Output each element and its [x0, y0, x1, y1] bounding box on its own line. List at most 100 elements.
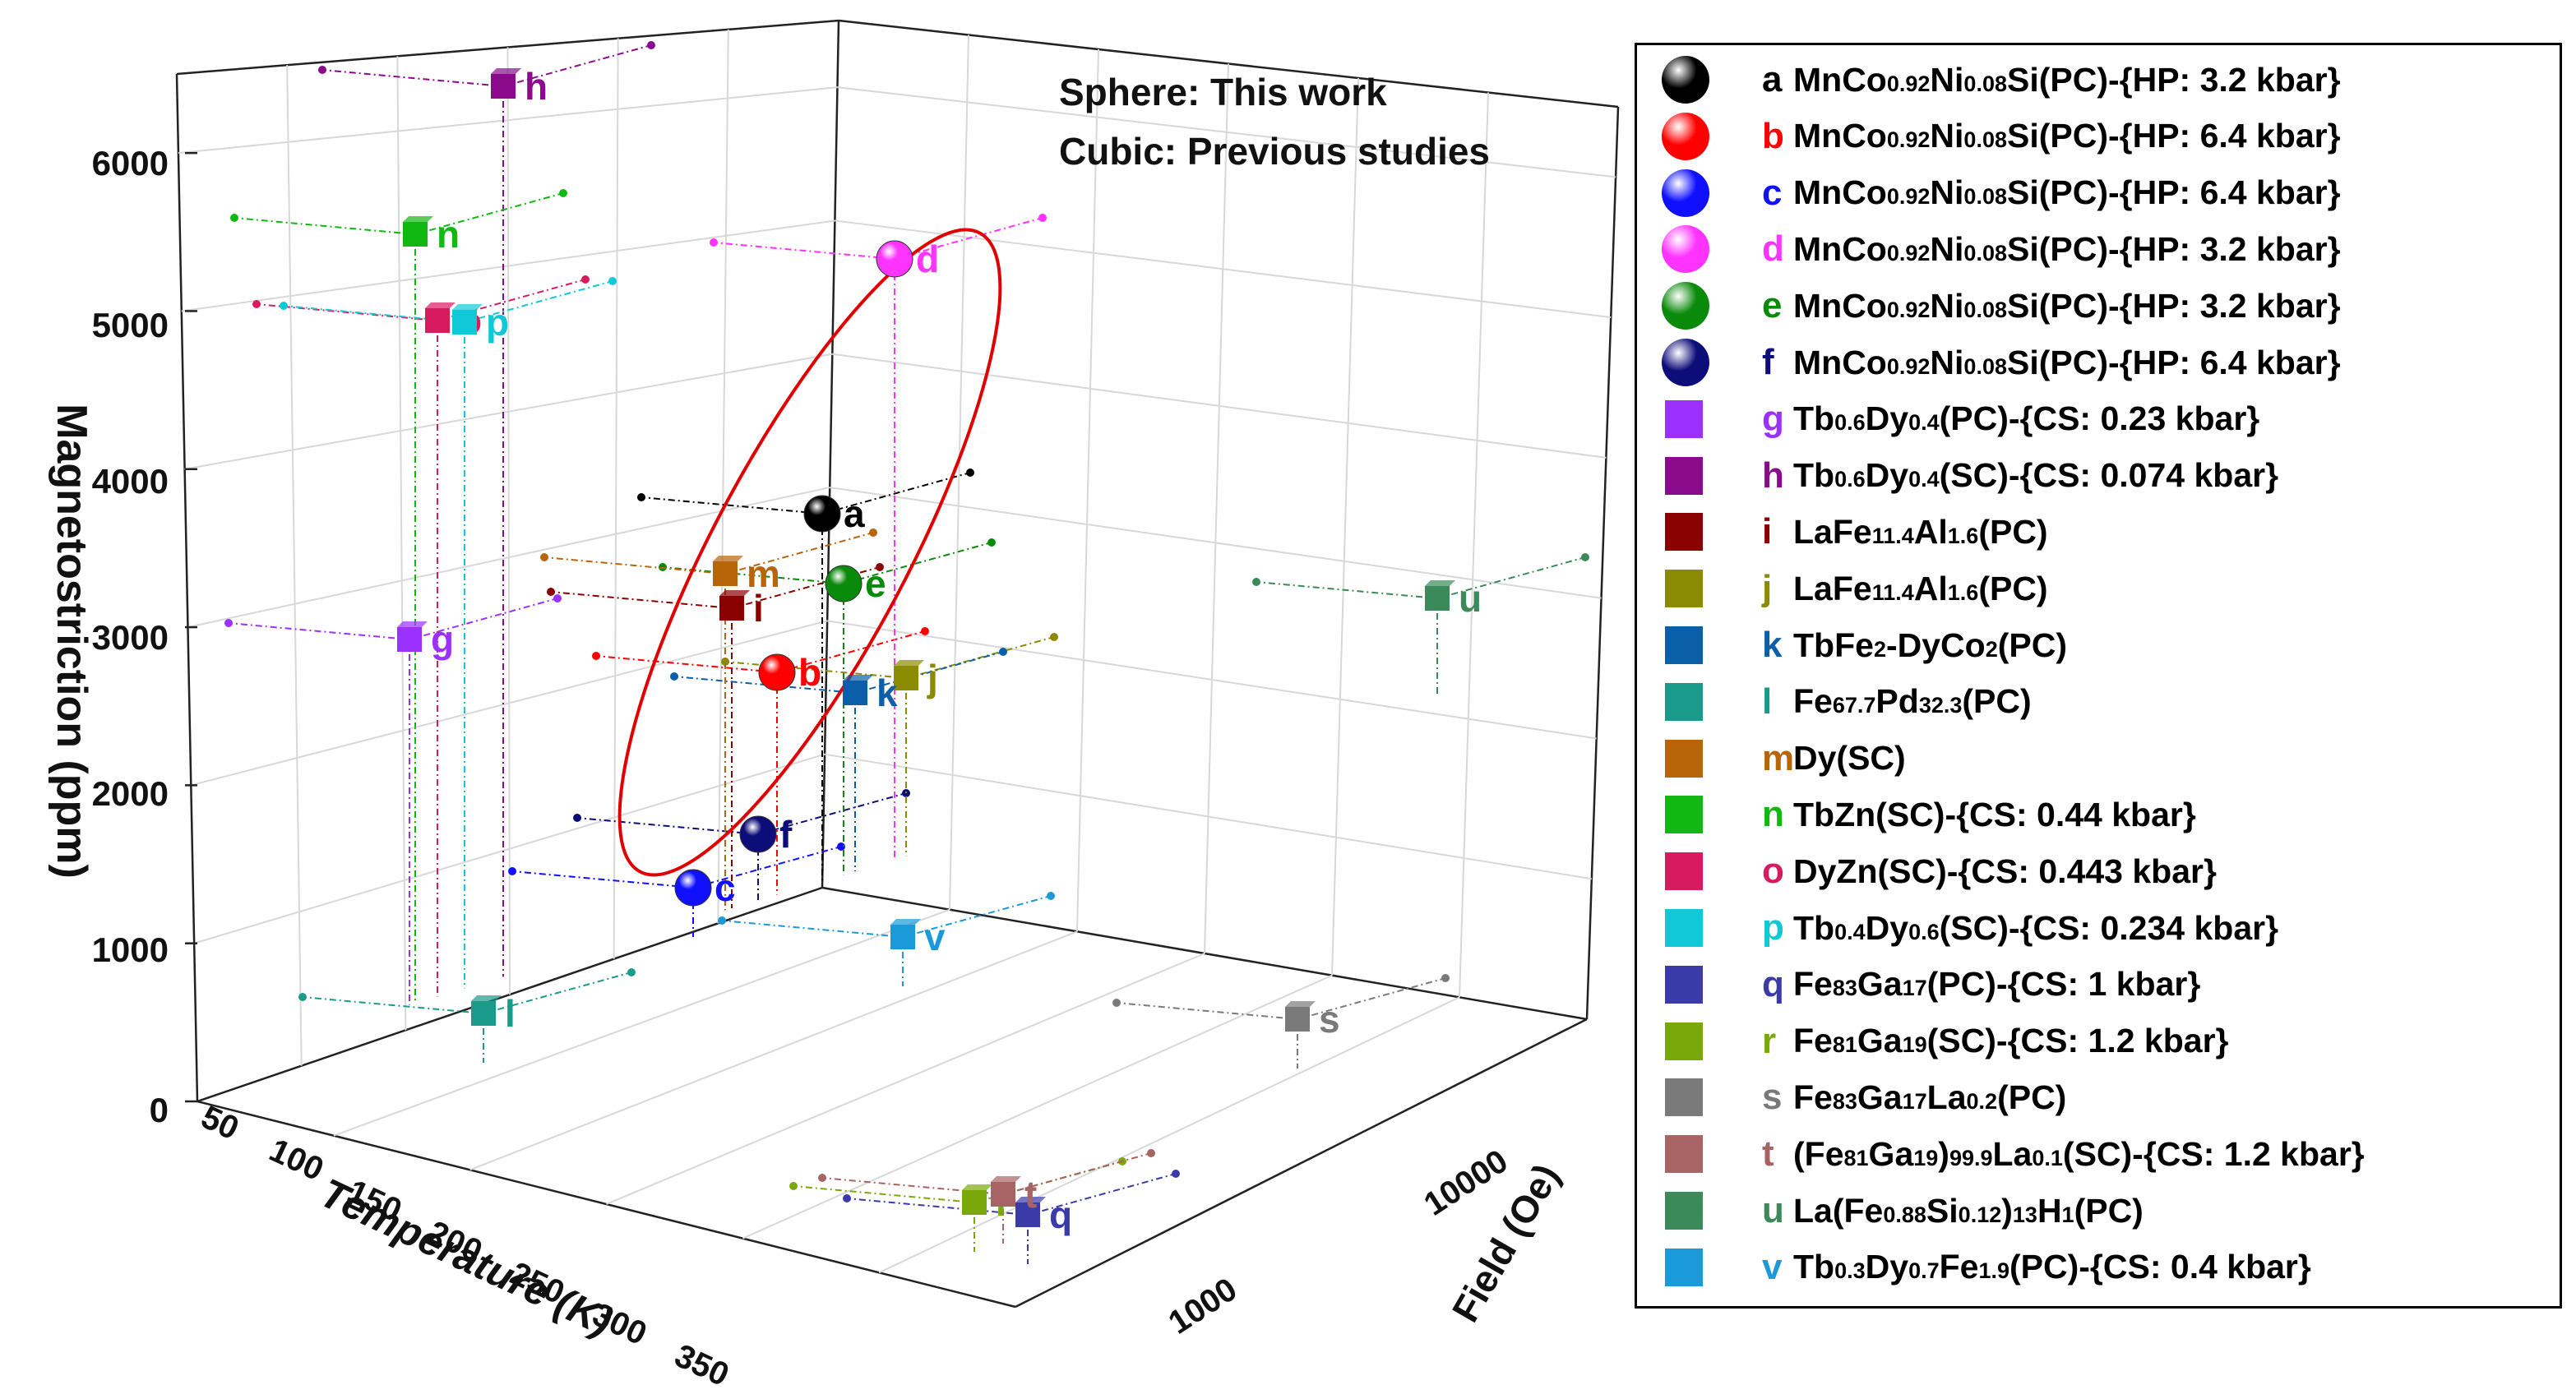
- projection-dot-e: [987, 538, 996, 547]
- legend-item-m: m Dy(SC): [1637, 731, 2564, 787]
- point-label-t: t: [1024, 1173, 1037, 1216]
- legend-label-u: La(Fe0.88Si0.12)13H1(PC): [1793, 1191, 2144, 1230]
- projection-line-s: [1116, 1002, 1298, 1020]
- projection-line-e: [843, 542, 992, 584]
- projection-dot-i: [876, 563, 884, 571]
- projection-dot-m: [540, 553, 548, 561]
- legend-letter-s: s: [1762, 1077, 1783, 1118]
- projection-dot-v: [1047, 892, 1055, 900]
- point-label-i: i: [753, 587, 764, 630]
- point-q: [1015, 1202, 1040, 1227]
- point-label-a: a: [844, 492, 865, 535]
- legend-label-q: Fe83Ga17(PC)-{CS: 1 kbar}: [1793, 965, 2201, 1004]
- legend-item-o: o DyZn(SC)-{CS: 0.443 kbar}: [1637, 843, 2564, 899]
- legend-item-v: v Tb0.3Dy0.7Fe1.9(PC)-{CS: 0.4 kbar}: [1637, 1239, 2564, 1295]
- point-q-top: [1015, 1197, 1046, 1202]
- projection-dot-a: [637, 493, 645, 501]
- point-t: [991, 1182, 1015, 1207]
- legend-letter-k: k: [1762, 625, 1783, 665]
- point-o: [425, 308, 450, 333]
- point-label-k: k: [876, 672, 898, 714]
- legend-marker-m: [1665, 739, 1703, 778]
- data-markers: abcdefghijklmnopqrstuv: [397, 65, 1482, 1236]
- legend-letter-g: g: [1762, 398, 1784, 439]
- z-tick-label: 1000: [92, 930, 169, 969]
- point-i-top: [719, 590, 750, 596]
- point-f: [739, 815, 777, 853]
- projection-dot-t: [818, 1174, 826, 1182]
- projection-dot-k: [670, 672, 678, 681]
- projection-dot-q: [843, 1194, 851, 1202]
- projection-dot-n: [559, 189, 567, 197]
- legend-letter-c: c: [1762, 172, 1783, 213]
- projection-dot-p: [280, 302, 288, 310]
- grid-line-back-vertical: [949, 35, 969, 910]
- grid-line-back-vertical: [1459, 92, 1489, 998]
- grid-line-floor: [878, 996, 1460, 1274]
- projection-line-d: [894, 217, 1043, 260]
- legend-label-c: MnCo0.92Ni0.08Si(PC)-{HP: 6.4 kbar}: [1793, 173, 2341, 212]
- projection-line-v: [902, 895, 1052, 938]
- point-k: [843, 681, 867, 705]
- point-p-top: [452, 304, 483, 310]
- box-edge: [175, 73, 199, 1102]
- point-j-top: [894, 660, 924, 666]
- projection-dot-a: [966, 469, 974, 477]
- legend-letter-n: n: [1762, 794, 1784, 835]
- projection-line-a: [821, 472, 971, 515]
- projection-line-b: [595, 655, 778, 673]
- point-d: [876, 240, 913, 278]
- x-tick-label: 100: [264, 1132, 329, 1188]
- grid-line-floor: [606, 953, 1205, 1205]
- point-g-top: [397, 621, 428, 627]
- projection-line-q: [846, 1198, 1029, 1216]
- projection-dot-g: [224, 619, 233, 627]
- legend-letter-f: f: [1762, 342, 1774, 382]
- legend-item-p: p Tb0.4Dy0.6(SC)-{CS: 0.234 kbar}: [1637, 900, 2564, 956]
- z-tick-label: 6000: [92, 144, 169, 182]
- grid-line-floor: [742, 974, 1333, 1239]
- highlight-ellipse-group: [617, 228, 1002, 877]
- legend: a MnCo0.92Ni0.08Si(PC)-{HP: 3.2 kbar} b MnC…: [1635, 43, 2562, 1309]
- point-u: [1425, 586, 1450, 611]
- z-tick-label: 4000: [92, 462, 169, 501]
- point-label-m: m: [747, 552, 780, 595]
- legend-label-b: MnCo0.92Ni0.08Si(PC)-{HP: 6.4 kbar}: [1793, 117, 2341, 155]
- projection-dot-l: [298, 993, 307, 1001]
- legend-item-t: t (Fe81Ga19)99.9La0.1(SC)-{CS: 1.2 kbar}: [1637, 1126, 2564, 1182]
- projection-line-r: [793, 1185, 975, 1203]
- grid: [178, 29, 1616, 1274]
- legend-item-a: a MnCo0.92Ni0.08Si(PC)-{HP: 3.2 kbar}: [1637, 52, 2564, 108]
- legend-item-n: n TbZn(SC)-{CS: 0.44 kbar}: [1637, 787, 2564, 842]
- projection-dot-c: [837, 842, 845, 851]
- legend-marker-l: [1665, 682, 1703, 721]
- grid-line-back-vertical: [1076, 48, 1099, 932]
- projection-dot-k: [999, 648, 1007, 656]
- legend-marker-s: [1665, 1078, 1703, 1117]
- projection-line-k: [854, 651, 1004, 694]
- projection-line-i: [731, 566, 881, 609]
- grid-line-floor: [469, 930, 1078, 1171]
- projection-line-a: [641, 496, 823, 515]
- projection-dot-j: [1050, 633, 1058, 641]
- point-label-b: b: [798, 651, 821, 694]
- legend-label-n: TbZn(SC)-{CS: 0.44 kbar}: [1793, 795, 2196, 833]
- point-h-top: [491, 68, 521, 74]
- legend-label-k: TbFe2-DyCo2(PC): [1793, 625, 2067, 664]
- point-label-f: f: [779, 813, 793, 856]
- z-tick-label: 3000: [92, 618, 169, 657]
- grid-line-vertical: [396, 56, 407, 1031]
- legend-item-i: i LaFe11.4Al1.6(PC): [1637, 504, 2564, 560]
- point-label-h: h: [525, 65, 548, 108]
- legend-marker-p: [1665, 909, 1703, 947]
- legend-marker-c: [1662, 168, 1709, 217]
- point-m-top: [713, 556, 743, 561]
- legend-marker-u: [1665, 1192, 1703, 1230]
- legend-label-e: MnCo0.92Ni0.08Si(PC)-{HP: 3.2 kbar}: [1793, 286, 2341, 325]
- legend-label-i: LaFe11.4Al1.6(PC): [1793, 512, 2048, 551]
- legend-marker-g: [1665, 399, 1703, 438]
- legend-item-k: k TbFe2-DyCo2(PC): [1637, 617, 2564, 673]
- projection-dot-s: [1112, 999, 1121, 1007]
- box-edge: [1015, 1018, 1588, 1309]
- legend-letter-r: r: [1762, 1020, 1777, 1061]
